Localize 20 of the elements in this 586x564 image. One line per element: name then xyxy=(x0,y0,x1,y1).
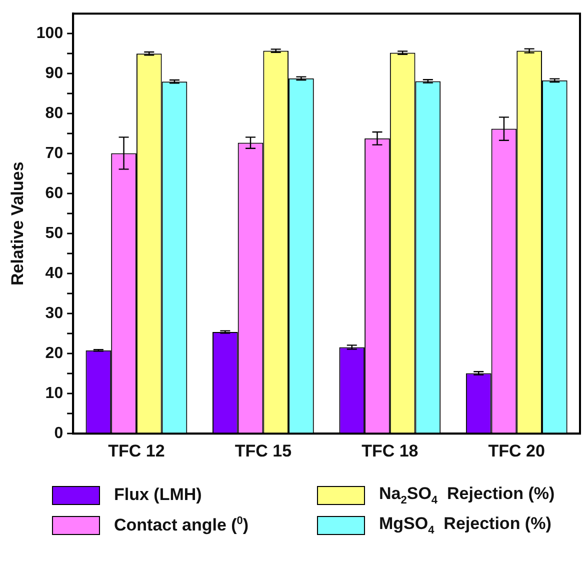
y-tick-label: 50 xyxy=(45,225,64,242)
y-tick-label: 20 xyxy=(45,345,64,362)
y-tick-label: 60 xyxy=(45,185,64,202)
x-tick-label: TFC 20 xyxy=(488,441,545,460)
legend-label: Na$_{2}$SO$_{4}$ Rejection (%) xyxy=(379,484,555,506)
y-tick-label: 80 xyxy=(45,105,64,122)
y-tick-label: 70 xyxy=(45,145,64,162)
y-tick-label: 90 xyxy=(45,65,64,82)
y-tick-label: 30 xyxy=(45,305,64,322)
y-tick-label: 10 xyxy=(45,385,64,402)
x-tick-label: TFC 15 xyxy=(234,441,292,460)
y-axis-title: Relative Values xyxy=(8,162,27,286)
x-tick-label: TFC 18 xyxy=(362,441,418,460)
legend-label: Contact angle ($^{0}$) xyxy=(114,515,249,536)
x-tick-label: TFC 12 xyxy=(108,441,165,460)
y-tick-label: 100 xyxy=(36,25,64,42)
y-tick-label: 40 xyxy=(45,265,64,282)
legend-label: Flux (LMH) xyxy=(114,485,202,506)
y-tick-label: 0 xyxy=(54,425,64,442)
legend-label: MgSO$_{4}$ Rejection (%) xyxy=(379,514,552,537)
